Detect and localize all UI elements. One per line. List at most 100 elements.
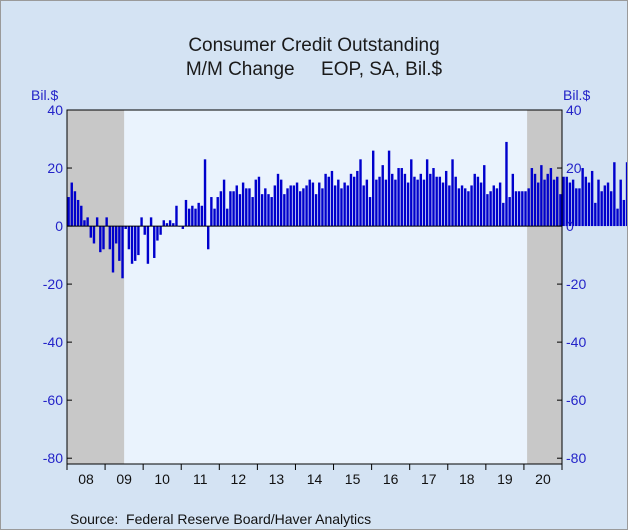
bar [260,194,264,227]
bar [168,220,172,227]
y-tick-label-right: -60 [566,392,586,408]
bar [216,197,219,227]
bar [530,168,534,227]
bar [444,170,448,227]
y-tick-label-right: 20 [566,160,582,176]
bar [206,226,210,250]
y-tick-label-right: -80 [566,450,586,466]
bar [349,173,353,227]
y-tick-label-left: -80 [43,450,63,466]
bar [95,217,99,227]
bar [76,199,80,227]
bar [552,179,556,227]
y-tick-label-right: -40 [566,334,586,350]
bar [384,179,388,227]
source-note: Source: Federal Reserve Board/Haver Anal… [70,511,371,527]
bar [340,188,343,227]
bar [118,226,121,261]
bar [590,170,594,227]
bar [80,205,83,227]
bar [181,226,185,229]
bar [226,208,229,227]
bar [337,179,340,227]
y-axis-unit-right: Bil.$ [563,87,590,103]
bar [416,179,419,227]
bar [422,179,426,227]
bar [137,226,140,256]
bar [454,176,457,227]
x-tick-label: 10 [154,471,170,487]
bar [467,191,470,227]
bar [114,226,118,244]
bar [191,205,194,227]
y-tick-label-left: 0 [55,218,63,234]
bar [318,182,321,227]
bar [441,182,445,227]
x-tick-label: 17 [421,471,437,487]
bar [149,217,153,227]
bar [264,188,267,227]
bar [276,173,280,227]
bar [162,220,165,227]
bar [184,199,188,227]
bar [514,191,518,227]
y-tick-label-left: -20 [43,276,63,292]
bar [435,176,438,227]
bar [203,159,207,227]
bar [273,185,277,227]
bar [371,150,375,227]
y-tick-label-left: 20 [47,160,63,176]
x-tick-label: 12 [231,471,247,487]
x-tick-label: 18 [459,471,475,487]
bar [470,185,473,227]
bar [473,173,476,227]
bar [464,188,467,227]
bar [581,168,584,227]
bar [146,226,150,264]
x-tick-label: 14 [307,471,323,487]
bar [457,188,461,227]
bar [565,176,568,227]
bar [391,173,394,227]
bar [232,191,235,227]
bar [483,165,486,227]
bar [130,226,134,264]
bar [105,217,108,227]
bar [429,173,432,227]
bar [533,173,537,227]
bar [159,226,162,235]
bar [121,226,124,279]
bar [210,197,213,227]
bar [600,191,603,227]
bar [622,199,626,227]
bar [517,191,521,227]
bar [394,179,397,227]
y-tick-label-left: 40 [47,102,63,118]
bar [295,182,299,227]
y-axis-ticks: 40 40 20 20 0 0 -20 -20 -40 -40 -60 -60 -80 -80 [43,102,587,466]
bar [83,220,86,227]
bar [99,226,102,253]
bar [594,202,597,227]
bar [175,205,178,227]
bar [248,188,251,227]
bar [479,182,483,227]
bar [143,226,146,235]
bar [245,188,248,227]
bar [571,179,575,227]
bar [343,182,346,227]
bar [387,150,391,227]
bar [70,182,73,227]
bar [438,176,442,227]
bar [419,173,423,227]
bar [302,188,305,227]
bar [238,194,242,227]
bar [448,185,451,227]
bar [67,197,70,227]
bar [267,194,270,227]
y-tick-label-right: 40 [566,102,582,118]
bar [346,185,350,227]
bar [359,159,362,227]
bar [536,182,540,227]
